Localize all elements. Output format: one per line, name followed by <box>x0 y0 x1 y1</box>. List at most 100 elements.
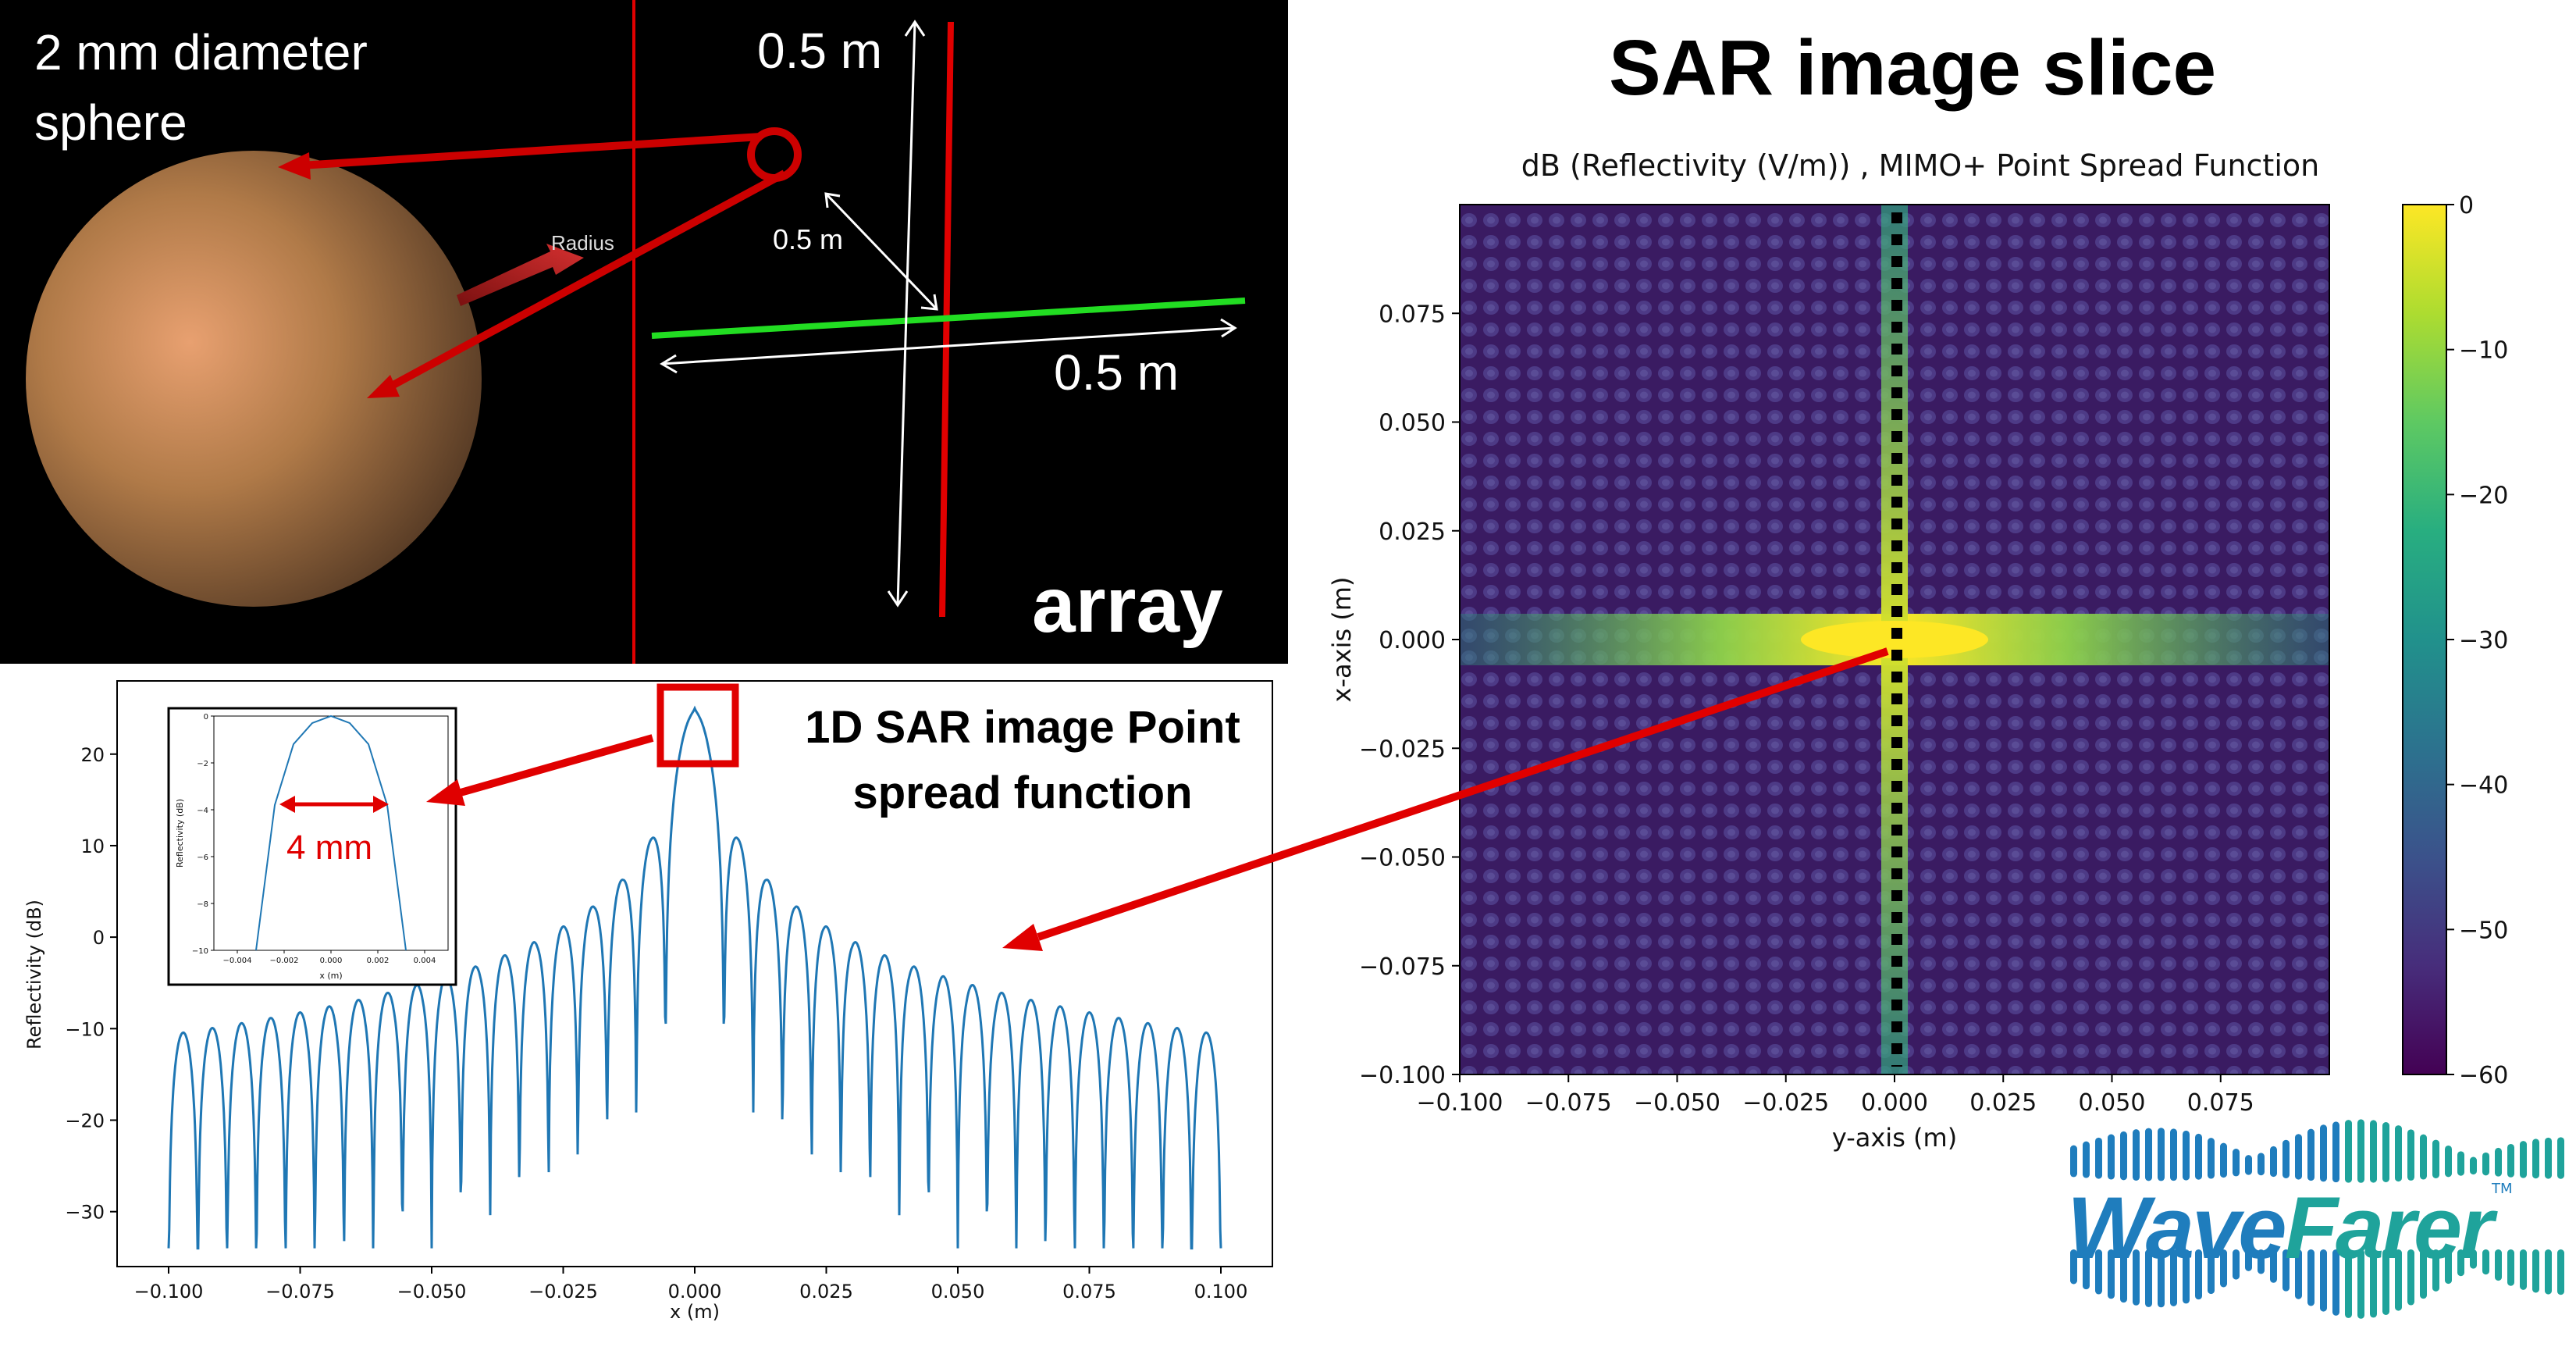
logo-bar-top <box>2282 1139 2290 1178</box>
heatmap-y-tick-label-0: 0.075 <box>1379 301 1446 328</box>
logo-bar-top <box>2083 1141 2090 1178</box>
heatmap-y-tick-label-4: −0.025 <box>1359 736 1446 763</box>
logo-bar-top <box>2457 1151 2464 1176</box>
colorbar-tick-label-1: −10 <box>2459 337 2508 365</box>
logo-bar-top <box>2095 1137 2102 1179</box>
logo-bar-bottom <box>2158 1249 2165 1308</box>
callout-line-caption <box>300 133 762 169</box>
logo-bar-bottom <box>2220 1249 2227 1288</box>
heatmap-y-tick-label-1: 0.050 <box>1379 410 1446 437</box>
colorbar-tick-label-5: −50 <box>2459 917 2508 944</box>
logo-bar-top <box>2070 1145 2077 1178</box>
slice-marker <box>1891 212 1902 1067</box>
psf-y-tick-label-0: 20 <box>80 744 105 766</box>
psf-x-tick-label-0: −0.100 <box>134 1281 204 1302</box>
colorbar-tick-label-6: −60 <box>2459 1062 2508 1089</box>
logo-bar-bottom <box>2083 1249 2090 1290</box>
logo-bar-bottom <box>2195 1249 2202 1300</box>
logo-bar-top <box>2545 1137 2552 1179</box>
logo-bar-top <box>2395 1125 2402 1182</box>
logo-bar-bottom <box>2245 1249 2252 1271</box>
logo-bar-bottom <box>2557 1249 2564 1295</box>
logo-trademark: TM <box>2492 1181 2513 1197</box>
psf-title-line2: spread function <box>852 768 1193 818</box>
logo-bar-top <box>2557 1137 2564 1179</box>
heatmap-y-tick-label-7: −0.100 <box>1359 1062 1446 1089</box>
sphere-caption: 2 mm diameter sphere <box>34 17 368 158</box>
psf-x-ticks: −0.100 −0.075 −0.050 −0.025 0.000 0.025 0.050 0… <box>134 1267 1247 1302</box>
psf-xlabel: x (m) <box>670 1301 720 1323</box>
logo-bar-top <box>2357 1119 2364 1183</box>
logo-bar-bottom <box>2370 1249 2377 1318</box>
psf-y-tick-label-1: 10 <box>80 836 105 857</box>
logo-bar-bottom <box>2120 1249 2127 1303</box>
inset-x-tick-label-4: 0.004 <box>414 957 436 965</box>
logo-bar-bottom <box>2270 1249 2277 1283</box>
heatmap-xlabel: y-axis (m) <box>1832 1123 1957 1153</box>
heatmap-y-tick-label-3: 0.000 <box>1379 627 1446 654</box>
psf-y-tick-label-4: −20 <box>65 1110 105 1132</box>
inset-x-tick-label-0: −0.004 <box>222 957 251 965</box>
array-width-label: 0.5 m <box>1054 344 1179 401</box>
logo-bar-bottom <box>2395 1249 2402 1311</box>
array-horizontal-line <box>651 298 1246 339</box>
logo-bar-bottom <box>2357 1249 2364 1319</box>
heatmap-x-ticks: −0.100 −0.075 −0.050 −0.025 0.000 0.025 0.050 0… <box>1416 1074 2254 1117</box>
heatmap-title: dB (Reflectivity (V/m)) , MIMO+ Point Sp… <box>1521 148 2320 183</box>
inset-xlabel: x (m) <box>319 971 342 981</box>
logo-bar-top <box>2507 1143 2514 1178</box>
sphere <box>26 151 482 607</box>
logo-bar-bottom <box>2282 1249 2290 1292</box>
wavefarer-logo-bars <box>2070 1119 2564 1319</box>
array-label: array <box>1032 561 1223 649</box>
logo-bar-bottom <box>2457 1249 2464 1277</box>
inset-y-tick-label-3: −6 <box>197 853 208 862</box>
heatmap-y-tick-label-5: −0.050 <box>1359 845 1446 872</box>
logo-bar-bottom <box>2170 1249 2177 1306</box>
logo-bar-top <box>2482 1152 2489 1176</box>
psf-y-tick-label-5: −30 <box>65 1202 105 1224</box>
logo-bar-top <box>2108 1134 2115 1180</box>
logo-bar-bottom <box>2108 1249 2115 1299</box>
heatmap-x-tick-label-1: −0.075 <box>1525 1089 1612 1117</box>
inset-y-ticks: 0 −2 −4 −6 −8 −10 <box>192 713 214 956</box>
inset-series-line <box>255 714 407 951</box>
sphere-caption-line2: sphere <box>34 94 187 151</box>
logo-text-wave: Wave <box>2067 1179 2287 1277</box>
colorbar-tick-label-3: −30 <box>2459 627 2508 654</box>
inset-y-tick-label-5: −10 <box>192 947 208 956</box>
psf-title: 1D SAR image Point spread function <box>726 695 1319 826</box>
logo-bar-top <box>2245 1155 2252 1175</box>
logo-bar-top <box>2220 1142 2227 1178</box>
colorbar-tick-label-2: −20 <box>2459 482 2508 509</box>
logo-bar-top <box>2332 1121 2339 1183</box>
logo-bar-bottom <box>2183 1249 2190 1304</box>
logo-bar-bottom <box>2507 1249 2514 1286</box>
psf-ylabel: Reflectivity (dB) <box>23 900 45 1049</box>
psf-x-tick-label-1: −0.075 <box>265 1281 335 1302</box>
slice-title: SAR image slice <box>1608 24 2217 112</box>
heatmap-y-tick-label-2: 0.025 <box>1379 518 1446 546</box>
logo-bar-bottom <box>2482 1249 2489 1275</box>
dimension-arrows <box>660 20 1237 608</box>
colorbar-tick-label-4: −40 <box>2459 772 2508 800</box>
inset-y-tick-label-1: −2 <box>197 760 208 768</box>
psf-x-tick-label-6: 0.050 <box>931 1281 985 1302</box>
logo-bar-bottom <box>2545 1249 2552 1295</box>
logo-bar-bottom <box>2320 1249 2327 1312</box>
heatmap-x-tick-label-2: −0.050 <box>1634 1089 1720 1117</box>
inset-x-tick-label-3: 0.002 <box>367 957 390 965</box>
logo-bar-bottom <box>2520 1249 2527 1290</box>
psf-x-tick-label-4: 0.000 <box>668 1281 722 1302</box>
logo-bar-top <box>2345 1120 2352 1183</box>
logo-bar-top <box>2233 1149 2240 1177</box>
logo-bar-bottom <box>2345 1249 2352 1318</box>
logo-bar-top <box>2145 1128 2152 1181</box>
callout-arrowhead-caption <box>278 152 311 180</box>
logo-bar-bottom <box>2532 1249 2539 1293</box>
inset-y-tick-label-2: −4 <box>197 807 208 815</box>
logo-bar-top <box>2270 1146 2277 1178</box>
logo-bar-bottom <box>2095 1249 2102 1295</box>
logo-bar-bottom <box>2070 1249 2077 1285</box>
psf-x-tick-label-5: 0.025 <box>799 1281 853 1302</box>
